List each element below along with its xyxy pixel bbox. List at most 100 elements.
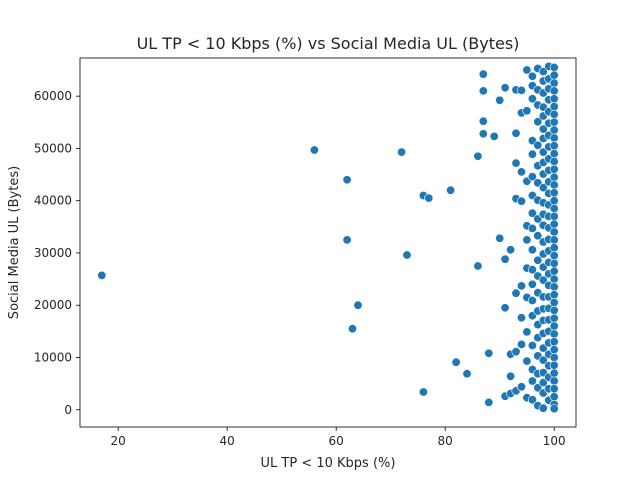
x-tick-label: 100 — [543, 434, 566, 448]
scatter-point — [549, 211, 559, 221]
scatter-point — [533, 255, 543, 265]
points-layer — [97, 61, 559, 414]
scatter-point — [549, 157, 559, 167]
scatter-point — [538, 147, 548, 157]
scatter-point — [533, 231, 543, 241]
scatter-point — [549, 109, 559, 119]
scatter-point — [309, 145, 319, 155]
scatter-point — [500, 254, 510, 264]
scatter-point — [549, 70, 559, 80]
scatter-point — [549, 204, 559, 214]
scatter-point — [522, 106, 532, 116]
scatter-point — [516, 382, 526, 392]
scatter-point — [402, 250, 412, 260]
scatter-point — [484, 348, 494, 358]
scatter-point — [549, 274, 559, 284]
scatter-point — [353, 300, 363, 310]
scatter-point — [538, 275, 548, 285]
scatter-point — [549, 196, 559, 206]
scatter-point — [549, 404, 559, 414]
scatter-point — [473, 261, 483, 271]
scatter-point — [549, 117, 559, 127]
scatter-point — [397, 147, 407, 157]
scatter-point — [418, 387, 428, 397]
x-tick-label: 20 — [111, 434, 126, 448]
scatter-point — [549, 94, 559, 104]
scatter-point — [516, 281, 526, 291]
scatter-point — [516, 167, 526, 177]
scatter-point — [538, 124, 548, 134]
scatter-point — [347, 324, 357, 334]
scatter-point — [511, 158, 521, 168]
scatter-point — [527, 94, 537, 104]
scatter-point — [538, 183, 548, 193]
scatter-point — [506, 245, 516, 255]
scatter-point — [484, 397, 494, 407]
scatter-point — [489, 131, 499, 141]
scatter-point — [549, 78, 559, 88]
scatter-point — [549, 141, 559, 151]
scatter-point — [522, 356, 532, 366]
scatter-point — [549, 392, 559, 402]
y-axis-label: Social Media UL (Bytes) — [7, 166, 22, 319]
scatter-point — [549, 243, 559, 253]
scatter-point — [516, 339, 526, 349]
scatter-point — [538, 378, 548, 388]
scatter-point — [538, 343, 548, 353]
scatter-point — [538, 403, 548, 413]
scatter-point — [549, 86, 559, 96]
scatter-point — [506, 371, 516, 381]
scatter-point — [527, 265, 537, 275]
scatter-point — [446, 185, 456, 195]
scatter-point — [511, 128, 521, 138]
scatter-point — [549, 298, 559, 308]
scatter-point — [549, 251, 559, 261]
scatter-point — [549, 345, 559, 355]
scatter-point — [538, 355, 548, 365]
scatter-point — [522, 235, 532, 245]
scatter-point — [527, 208, 537, 218]
scatter-point — [549, 219, 559, 229]
scatter-point — [527, 71, 537, 81]
scatter-point — [516, 85, 526, 95]
scatter-point — [473, 151, 483, 161]
scatter-point — [424, 193, 434, 203]
ticks-layer: 20 40 60 80 100 0 10000 20000 30000 40000 50000 600… — [34, 89, 566, 448]
scatter-point — [527, 395, 537, 405]
scatter-point — [533, 383, 543, 393]
scatter-point — [549, 164, 559, 174]
scatter-point — [549, 337, 559, 347]
scatter-point — [549, 149, 559, 159]
scatter-point — [451, 357, 461, 367]
chart-title: UL TP < 10 Kbps (%) vs Social Media UL (… — [137, 34, 520, 53]
scatter-point — [478, 116, 488, 126]
y-tick-label: 50000 — [34, 141, 72, 155]
scatter-point — [342, 235, 352, 245]
scatter-point — [527, 149, 537, 159]
scatter-point — [500, 83, 510, 93]
scatter-point — [549, 227, 559, 237]
scatter-point — [478, 86, 488, 96]
scatter-point — [533, 117, 543, 127]
scatter-point — [500, 303, 510, 313]
y-tick-label: 20000 — [34, 298, 72, 312]
scatter-point — [538, 67, 548, 77]
scatter-point — [549, 282, 559, 292]
x-axis-label: UL TP < 10 Kbps (%) — [261, 456, 396, 471]
scatter-point — [495, 95, 505, 105]
scatter-point — [549, 321, 559, 331]
scatter-point — [549, 290, 559, 300]
scatter-point — [549, 188, 559, 198]
scatter-point — [522, 327, 532, 337]
scatter-point — [522, 65, 532, 75]
scatter-point — [527, 295, 537, 305]
scatter-point — [549, 172, 559, 182]
scatter-point — [549, 180, 559, 190]
scatter-point — [549, 125, 559, 135]
scatter-point — [527, 340, 537, 350]
y-tick-label: 60000 — [34, 89, 72, 103]
scatter-point — [549, 329, 559, 339]
scatter-point — [549, 102, 559, 112]
